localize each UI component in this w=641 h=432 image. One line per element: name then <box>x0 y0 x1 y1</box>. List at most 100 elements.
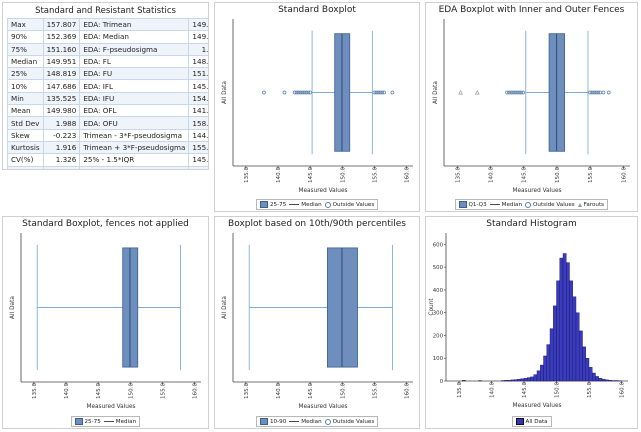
hist-bar <box>562 253 567 382</box>
outlier-point <box>515 90 519 95</box>
legend-label: Outside Values <box>332 201 375 208</box>
x-tick-label: 135.0 <box>32 383 38 399</box>
hist-bar <box>553 305 557 382</box>
legend-label: Median <box>301 201 322 208</box>
legend-item: Farouts <box>577 202 604 208</box>
outlier-point <box>374 90 379 95</box>
hist-bar <box>520 378 525 382</box>
chart-legend: All Data <box>511 416 552 427</box>
y-tick-label: 500 <box>433 265 444 271</box>
x-tick-label: 145.0 <box>522 167 528 183</box>
hist-bar <box>566 262 570 382</box>
x-axis-label: Measured Values <box>298 188 347 194</box>
outlier-point <box>606 90 611 95</box>
chart-title: Boxplot based on 10th/90th percentiles <box>228 219 406 229</box>
outlier-point <box>521 90 525 95</box>
chart-svg: 135.0 140.0 145.0 150.0 155.0 160.0 Measured V… <box>222 19 413 194</box>
y-tick-label: 0 <box>440 379 444 385</box>
legend-item: Outside Values <box>525 201 575 208</box>
stat-name: 90% <box>7 30 44 44</box>
hist-bar <box>569 280 573 382</box>
legend-swatch <box>489 204 500 205</box>
y-tick-label: 200 <box>433 333 444 339</box>
y-tick-label: 400 <box>433 288 444 294</box>
eda-stat-name: EDA: FU <box>79 67 190 81</box>
x-tick-label: 145.0 <box>522 382 528 398</box>
x-tick-label: 145.0 <box>308 383 314 399</box>
outlier-point <box>382 90 386 95</box>
eda-stat-value: 154.672 <box>188 91 208 106</box>
stat-name: W <box>7 165 44 169</box>
chart-legend: 10-90 Median Outside Values <box>256 416 379 427</box>
histogram-panel: Standard Histogram 135.0 140.0 145.0 150.0 1… <box>425 216 638 429</box>
boxplot-no-fences-panel: Standard Boxplot, fences not applied 135… <box>2 216 209 429</box>
chart-svg: 135.0 140.0 145.0 150.0 155.0 160.0 Measured V… <box>429 233 628 409</box>
eda-stat-value: 149.951 <box>188 30 208 44</box>
hist-bar <box>533 374 538 382</box>
hist-bar <box>572 296 577 382</box>
outlier-point <box>592 90 596 95</box>
hist-bar <box>510 379 515 382</box>
outlier-point <box>505 90 509 95</box>
stat-value: 135.525 <box>42 91 81 106</box>
outlier-point <box>304 90 309 95</box>
chart-svg: 135.0 140.0 145.0 150.0 155.0 160.0 Measured V… <box>10 233 201 410</box>
legend-label: Median <box>501 201 523 208</box>
hist-bar <box>559 257 564 382</box>
hist-bar <box>530 376 534 382</box>
outlier-point <box>507 90 511 95</box>
x-tick-label: 155.0 <box>160 383 166 399</box>
x-tick-label: 150.0 <box>340 167 346 183</box>
legend-item: Median <box>289 419 322 425</box>
legend-label: 25-75 <box>270 201 287 208</box>
outlier-point <box>594 90 598 95</box>
legend-item: Outside Values <box>324 418 374 425</box>
outlier-point <box>601 90 606 95</box>
hist-bar <box>595 376 599 382</box>
legend-item: Outside Values <box>324 201 375 208</box>
x-tick-label: 135.0 <box>455 167 461 183</box>
x-tick-label: 140.0 <box>64 383 70 399</box>
stat-name: CV(%) <box>7 153 44 167</box>
chart-legend: Q1-Q3 Median Outside Values Farouts <box>454 199 609 210</box>
chart-svg: 135.0 140.0 145.0 150.0 155.0 160.0 Measured V… <box>222 233 413 410</box>
legend-label: 25-75 <box>84 418 101 425</box>
stat-value: 149.951 <box>42 54 81 69</box>
stat-name: Std Dev <box>7 116 44 130</box>
stat-value: 1.326 <box>42 153 81 167</box>
hist-bar <box>601 378 606 382</box>
legend-item: Median <box>103 419 136 425</box>
legend-item: 25-75 <box>74 418 101 425</box>
eda-stat-name: EDA: Median <box>79 30 190 44</box>
stat-name: Max <box>7 17 44 32</box>
eda-stat-name: Trimean - 3*F-pseudosigma <box>79 128 190 142</box>
hist-bar <box>514 379 518 382</box>
eda-stat-name: Trimean + 3*F-pseudosigma <box>79 140 190 155</box>
outlier-point <box>308 90 312 95</box>
stat-name: Kurtosis <box>7 140 44 155</box>
stat-name: Min <box>7 91 44 106</box>
hist-bar <box>598 378 603 382</box>
chart-title: Standard Boxplot, fences not applied <box>22 219 189 229</box>
x-tick-label: 140.0 <box>276 167 282 183</box>
stat-value: 0.985 <box>42 165 81 169</box>
boxplot-percentile-panel: Boxplot based on 10th/90th percentiles 1… <box>214 216 420 429</box>
stats-panel: Standard and Resistant Statistics Max 157… <box>2 2 209 170</box>
y-tick-label: 600 <box>433 242 444 248</box>
x-axis-label: Measured Values <box>298 404 347 410</box>
outlier-point <box>519 90 523 95</box>
standard-boxplot-panel: Standard Boxplot 135.0 140.0 145.0 150.0 155… <box>214 2 420 212</box>
legend-swatch <box>260 201 268 208</box>
eda-stat-name: EDA: IFL <box>79 79 190 93</box>
stat-value: 149.980 <box>42 104 81 118</box>
hist-bar <box>575 312 580 382</box>
y-tick-label: 100 <box>433 356 444 362</box>
farout-point <box>474 89 480 95</box>
